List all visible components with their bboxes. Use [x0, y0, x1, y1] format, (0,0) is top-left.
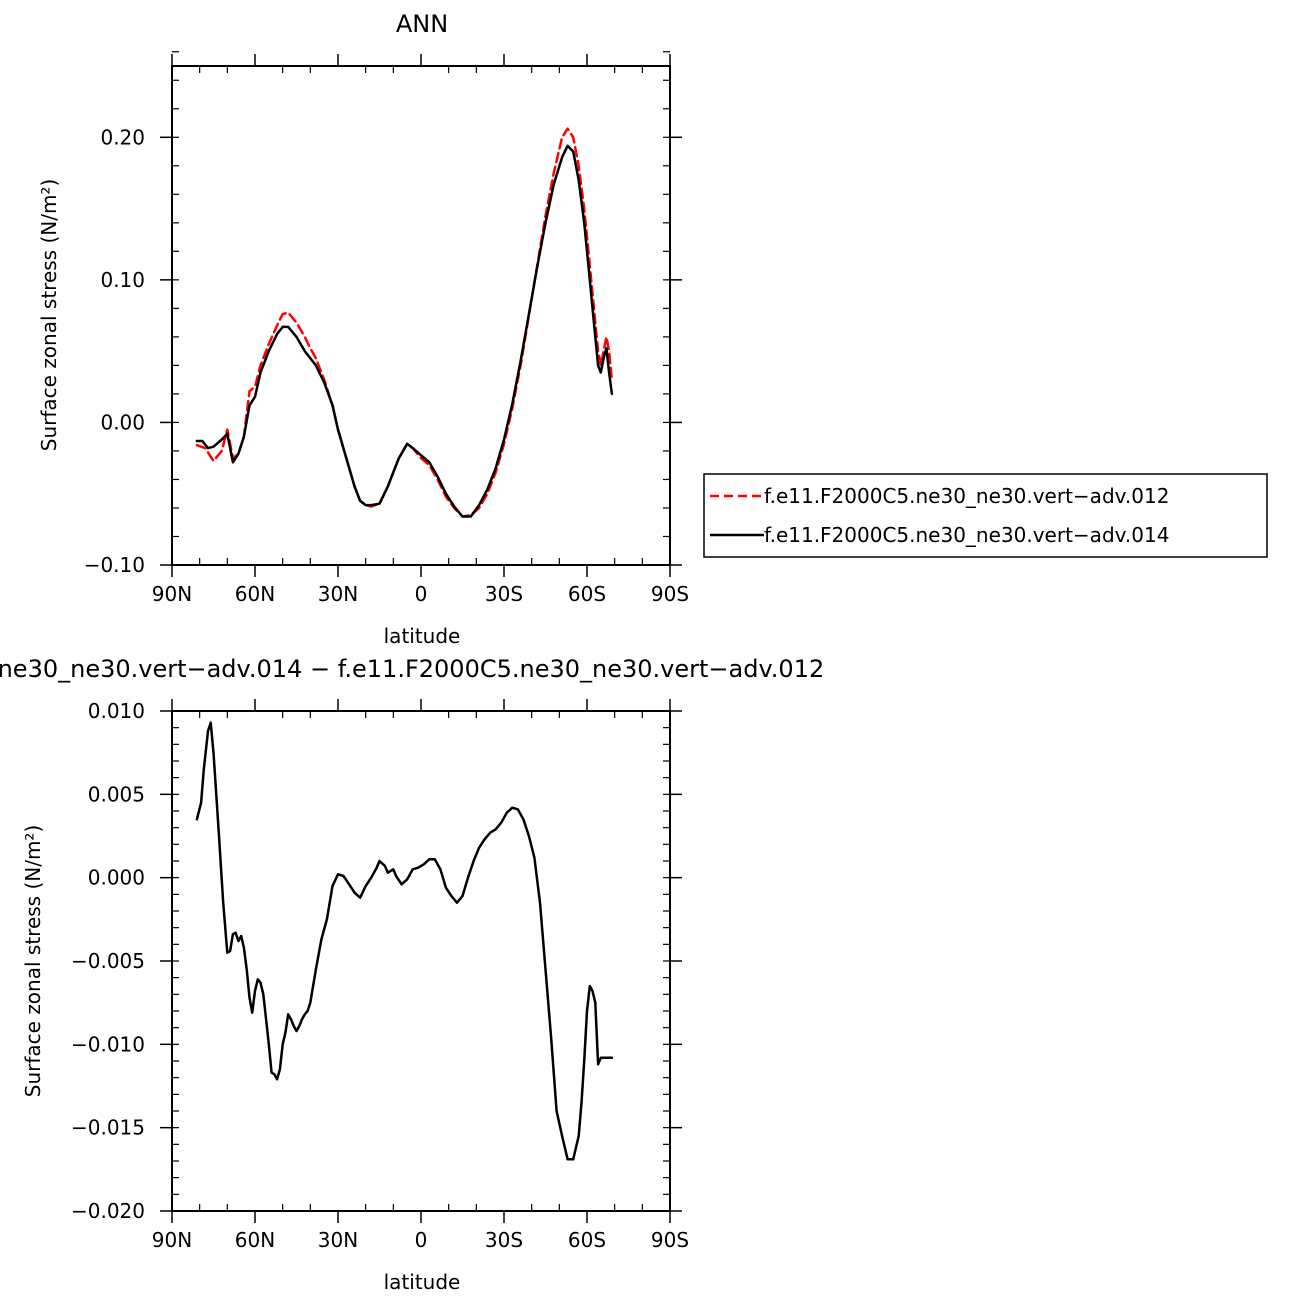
bottom-series-lines [195, 721, 614, 1161]
bottom-y-tick-label: −0.015 [71, 1116, 145, 1140]
bottom-y-tick-label: 0.010 [88, 699, 145, 723]
bottom-x-tick-label: 90S [651, 1228, 689, 1252]
top-series-lines [195, 127, 614, 518]
top-y-axis-title: Surface zonal stress (N/m²) [37, 179, 61, 451]
bottom-x-tick-labels: 90N 60N 30N 0 30S 60S 90S [152, 1228, 689, 1252]
bottom-y-tick-label: −0.010 [71, 1032, 145, 1056]
bottom-x-tick-label: 90N [152, 1228, 192, 1252]
top-x-tick-label: 30S [485, 582, 523, 606]
top-major-ticks [160, 54, 682, 577]
top-panel: ANN 90N 60N 30N 0 30S 60S 90S −0.10 0.00 0.10 0.2… [37, 10, 689, 648]
top-x-tick-label: 90S [651, 582, 689, 606]
bottom-x-tick-label: 60S [568, 1228, 606, 1252]
top-y-tick-label: 0.10 [100, 268, 145, 292]
bottom-y-tick-labels: −0.020 −0.015 −0.010 −0.005 0.000 0.005 0.010 [71, 699, 145, 1223]
legend-label-012: f.e11.F2000C5.ne30_ne30.vert−adv.012 [764, 484, 1169, 508]
top-y-tick-label: −0.10 [84, 553, 145, 577]
top-y-tick-label: 0.20 [100, 125, 145, 149]
legend: f.e11.F2000C5.ne30_ne30.vert−adv.012 f.e… [703, 473, 1268, 558]
bottom-x-axis-title: latitude [384, 1270, 461, 1294]
legend-box [703, 473, 1268, 558]
top-x-tick-labels: 90N 60N 30N 0 30S 60S 90S [152, 582, 689, 606]
top-y-tick-labels: −0.10 0.00 0.10 0.20 [84, 125, 145, 577]
top-x-tick-label: 90N [152, 582, 192, 606]
bottom-panel: f.e11.F2000C5.ne30_ne30.vert−adv.014 − f… [0, 655, 824, 1294]
bottom-x-tick-label: 30S [485, 1228, 523, 1252]
top-x-axis-title: latitude [384, 624, 461, 648]
bottom-x-tick-label: 0 [415, 1228, 428, 1252]
top-series-line-1 [195, 144, 614, 518]
top-plot-title: ANN [396, 10, 448, 38]
bottom-x-tick-label: 60N [235, 1228, 275, 1252]
top-y-tick-label: 0.00 [100, 410, 145, 434]
top-x-tick-label: 0 [415, 582, 428, 606]
bottom-x-tick-label: 30N [318, 1228, 358, 1252]
top-series-line-0 [195, 127, 614, 518]
top-x-tick-label: 60S [568, 582, 606, 606]
bottom-y-tick-label: −0.020 [71, 1199, 145, 1223]
bottom-y-tick-label: 0.000 [88, 866, 145, 890]
bottom-minor-ticks [172, 710, 670, 1212]
bottom-series-line-0 [195, 721, 614, 1161]
top-x-tick-label: 30N [318, 582, 358, 606]
top-minor-ticks [172, 51, 670, 566]
bottom-y-tick-label: 0.005 [88, 782, 145, 806]
bottom-major-ticks [160, 699, 682, 1223]
bottom-y-tick-label: −0.005 [71, 949, 145, 973]
top-x-tick-label: 60N [235, 582, 275, 606]
bottom-plot-title: f.e11.F2000C5.ne30_ne30.vert−adv.014 − f… [0, 655, 824, 683]
bottom-y-axis-title: Surface zonal stress (N/m²) [21, 825, 45, 1097]
legend-label-014: f.e11.F2000C5.ne30_ne30.vert−adv.014 [764, 523, 1169, 547]
